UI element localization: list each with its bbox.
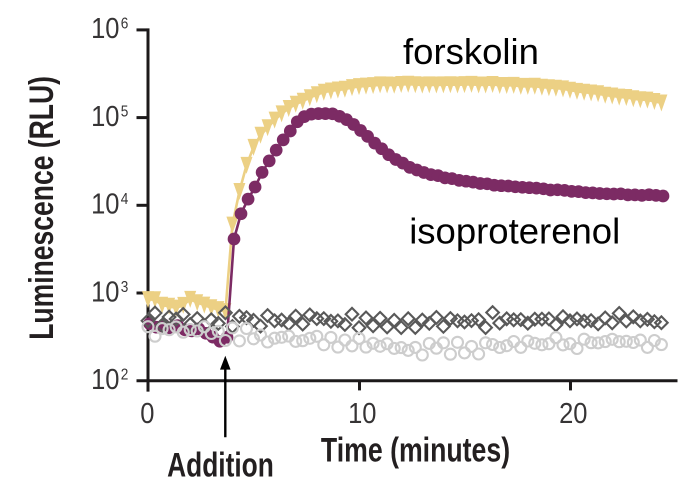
svg-text:10: 10 <box>91 275 119 308</box>
svg-text:6: 6 <box>121 16 129 33</box>
svg-text:Addition: Addition <box>167 446 274 484</box>
svg-text:0: 0 <box>140 396 154 429</box>
svg-text:10: 10 <box>91 187 119 220</box>
svg-text:10: 10 <box>348 396 376 429</box>
svg-text:5: 5 <box>121 104 129 121</box>
svg-text:Time (minutes): Time (minutes) <box>321 432 510 470</box>
svg-text:10: 10 <box>91 12 119 45</box>
svg-text:20: 20 <box>559 396 587 429</box>
svg-text:4: 4 <box>121 191 129 208</box>
svg-text:2: 2 <box>121 367 129 384</box>
svg-text:forskolin: forskolin <box>403 31 539 72</box>
svg-text:Luminescence (RLU): Luminescence (RLU) <box>23 76 61 340</box>
svg-text:10: 10 <box>91 362 119 395</box>
svg-text:3: 3 <box>121 279 129 296</box>
svg-text:10: 10 <box>91 99 119 132</box>
svg-text:isoproterenol: isoproterenol <box>409 210 620 251</box>
